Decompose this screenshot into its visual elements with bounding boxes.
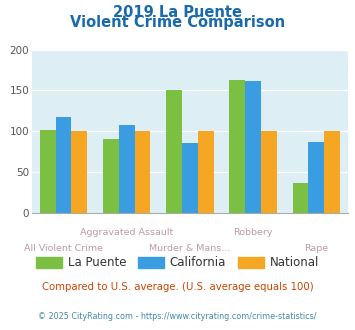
Bar — [198, 131, 214, 213]
Bar — [56, 117, 71, 213]
Bar — [166, 89, 182, 213]
Bar — [103, 139, 119, 213]
Bar — [135, 131, 151, 213]
Bar — [40, 130, 56, 213]
Text: Violent Crime Comparison: Violent Crime Comparison — [70, 15, 285, 30]
Bar — [229, 80, 245, 213]
Text: © 2025 CityRating.com - https://www.cityrating.com/crime-statistics/: © 2025 CityRating.com - https://www.city… — [38, 312, 317, 321]
Text: All Violent Crime: All Violent Crime — [24, 244, 103, 253]
Bar — [308, 142, 324, 213]
Bar — [182, 143, 198, 213]
Bar — [245, 81, 261, 213]
Text: Aggravated Assault: Aggravated Assault — [80, 228, 173, 237]
Bar — [261, 131, 277, 213]
Legend: La Puente, California, National: La Puente, California, National — [31, 252, 324, 274]
Bar — [119, 125, 135, 213]
Bar — [71, 131, 87, 213]
Text: 2019 La Puente: 2019 La Puente — [113, 5, 242, 20]
Text: Robbery: Robbery — [233, 228, 273, 237]
Text: Compared to U.S. average. (U.S. average equals 100): Compared to U.S. average. (U.S. average … — [42, 282, 313, 292]
Bar — [324, 131, 340, 213]
Text: Rape: Rape — [304, 244, 328, 253]
Text: Murder & Mans...: Murder & Mans... — [149, 244, 230, 253]
Bar — [293, 182, 308, 213]
